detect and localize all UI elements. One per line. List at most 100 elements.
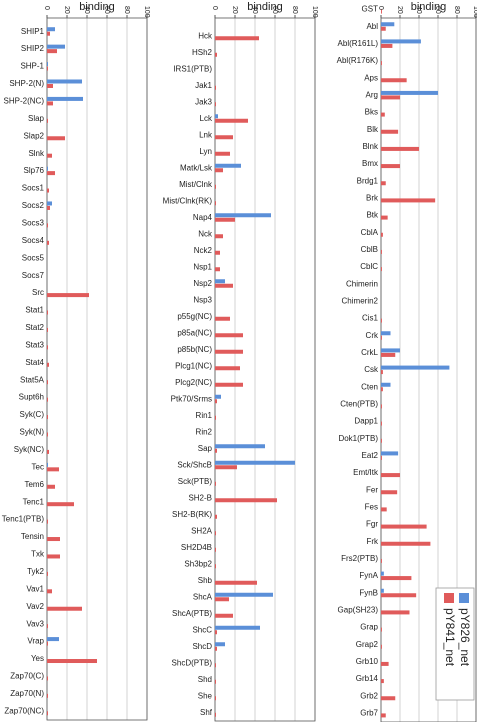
y-tick-label: Blk: [367, 125, 379, 134]
bar: [215, 213, 271, 218]
bar: [47, 380, 48, 385]
bar: [47, 240, 49, 245]
bar: [47, 554, 60, 559]
y-tick-label: CblA: [361, 228, 379, 237]
y-tick-label: CblC: [360, 262, 378, 271]
plot-frame: [46, 17, 148, 721]
bar: [381, 352, 396, 357]
bar: [47, 31, 50, 36]
y-tick-label: Sap: [198, 444, 213, 453]
bar: [215, 382, 243, 387]
y-tick-label: Btk: [366, 211, 379, 220]
bar: [47, 637, 59, 642]
bar: [215, 625, 260, 630]
bar: [47, 711, 48, 716]
y-tick-label: Grb7: [360, 709, 378, 718]
y-tick-label: Arg: [366, 91, 378, 100]
y-tick-label: Stat4: [25, 358, 44, 367]
bar: [381, 249, 382, 254]
bar: [215, 613, 233, 618]
y-tick-label: Eat2: [362, 451, 379, 460]
bar: [381, 112, 385, 117]
legend-swatch: [444, 593, 454, 603]
bar: [381, 610, 410, 615]
y-tick-label: SHIP1: [21, 27, 45, 36]
bar: [381, 576, 412, 581]
y-tick-label: Socs4: [22, 236, 45, 245]
y-tick-label: Matk/Lsk: [180, 163, 213, 172]
bar: [215, 498, 277, 503]
bar: [215, 36, 259, 41]
bar: [381, 146, 419, 151]
bar: [47, 537, 60, 542]
y-tick-label: p85b(NC): [177, 345, 212, 354]
y-tick-label: Txk: [31, 550, 45, 559]
bar: [47, 27, 55, 32]
bar: [215, 234, 223, 239]
bar: [215, 399, 217, 404]
bar: [215, 267, 220, 272]
y-tick-label: Sck/ShcB: [177, 460, 212, 469]
bar: [47, 79, 82, 84]
y-tick-label: Aps: [364, 73, 378, 82]
bar: [381, 588, 384, 593]
x-tick-label: 40: [415, 6, 422, 14]
bar: [215, 630, 217, 635]
bar: [215, 531, 216, 536]
y-tick-label: Vav2: [26, 602, 44, 611]
bar: [47, 676, 48, 681]
y-tick-label: Vav3: [26, 619, 44, 628]
y-tick-label: Emt/Itk: [353, 468, 379, 477]
y-tick-label: Brk: [366, 194, 379, 203]
bar: [215, 184, 216, 189]
bar: [381, 644, 382, 649]
y-tick-label: Nap4: [193, 213, 213, 222]
y-tick-label: Nsp2: [193, 279, 212, 288]
y-tick-label: Bmx: [362, 159, 378, 168]
x-tick-label: 100: [472, 6, 477, 18]
bar: [381, 129, 399, 134]
y-tick-label: Fes: [365, 503, 378, 512]
y-tick-label: Shf: [200, 708, 213, 717]
bar: [381, 524, 427, 529]
bar: [381, 382, 391, 387]
bar: [47, 484, 55, 489]
bar: [381, 39, 421, 44]
y-tick-label: Blnk: [362, 142, 379, 151]
bar: [381, 61, 382, 66]
bar: [215, 114, 218, 119]
bar: [47, 166, 48, 171]
bar: [381, 215, 388, 220]
y-tick-label: Shb: [198, 576, 213, 585]
y-tick-label: SH2D4B: [181, 543, 212, 552]
x-tick-label: 20: [63, 6, 70, 14]
y-tick-label: Slap: [28, 114, 45, 123]
y-tick-label: CrkL: [361, 348, 378, 357]
y-tick-label: Ptk70/Srms: [171, 394, 212, 403]
panel-title: binding: [79, 1, 114, 13]
bar: [47, 327, 48, 332]
bar: [381, 198, 436, 203]
y-tick-label: Socs2: [22, 201, 45, 210]
legend-label: pY826_net: [458, 608, 472, 667]
y-tick-label: Slnk: [28, 149, 45, 158]
legend-label: pY841_net: [443, 608, 457, 667]
y-tick-label: Grb2: [360, 691, 378, 700]
y-tick-label: SH2-B(RK): [172, 510, 212, 519]
x-tick-label: 100: [143, 6, 150, 18]
bar: [47, 44, 65, 49]
y-tick-label: Socs5: [22, 253, 45, 262]
y-tick-label: Nsp3: [193, 295, 212, 304]
y-tick-label: Stat2: [25, 323, 44, 332]
y-tick-label: Stat3: [25, 340, 44, 349]
bar: [215, 592, 273, 597]
bar: [215, 366, 240, 371]
bar: [47, 136, 65, 141]
bar: [47, 118, 48, 123]
bar: [47, 502, 74, 507]
y-tick-label: CblB: [361, 245, 378, 254]
y-tick-label: Shd: [198, 675, 212, 684]
y-tick-label: Chimerin2: [342, 297, 379, 306]
y-tick-label: She: [198, 691, 213, 700]
y-tick-label: Zap70(NC): [4, 706, 44, 715]
